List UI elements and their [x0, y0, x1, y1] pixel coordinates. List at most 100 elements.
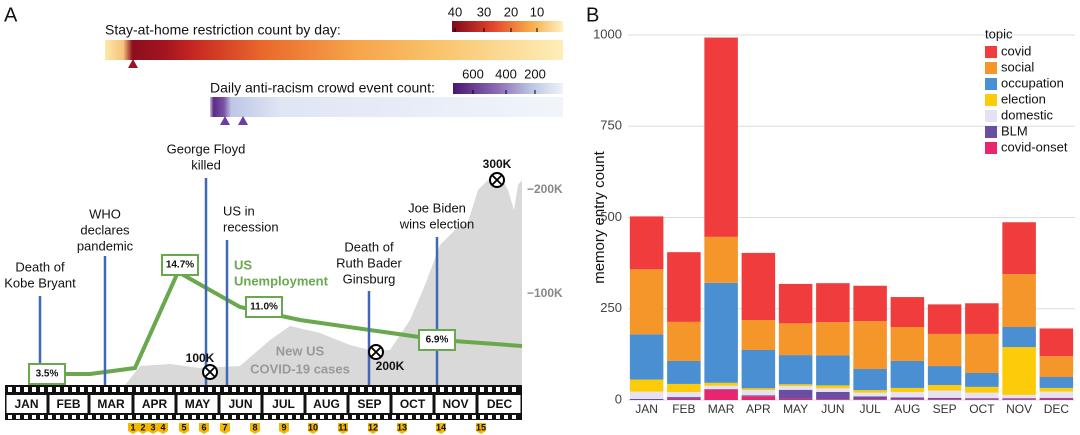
strip-hole	[104, 387, 108, 392]
legend-swatch	[985, 94, 997, 106]
bar-segment	[1002, 327, 1036, 348]
event-number: 2	[140, 422, 145, 432]
strip-hole	[280, 387, 284, 392]
event-badge	[250, 423, 260, 434]
y-tick-label: 250	[600, 300, 622, 315]
bar-segment	[853, 392, 887, 397]
unemployment-label: 11.0%	[250, 302, 278, 313]
strip-hole	[272, 387, 276, 392]
case-marker-x	[204, 366, 216, 378]
month-box	[90, 395, 132, 413]
bar-segment	[890, 360, 925, 388]
strip-hole	[88, 415, 92, 419]
strip-hole	[8, 415, 12, 419]
bar-segment	[927, 333, 962, 367]
bar-segment	[778, 384, 813, 387]
event-label: George Floyd	[167, 141, 246, 156]
strip-hole	[312, 415, 316, 419]
restriction-colorbar	[452, 21, 563, 32]
event-number: 10	[308, 422, 318, 432]
bar-segment	[741, 349, 776, 389]
month-box	[306, 395, 347, 413]
x-tick-label: OCT	[969, 402, 995, 416]
strip-hole	[376, 415, 380, 419]
case-marker-label: 200K	[376, 359, 405, 373]
bar-segment	[816, 322, 850, 356]
bar-segment	[741, 390, 776, 396]
event-label: killed	[191, 157, 221, 172]
unemployment-label: 6.9%	[426, 335, 449, 346]
month-label: JAN	[14, 397, 38, 411]
strip-hole	[328, 415, 332, 419]
month-label: MAY	[185, 397, 211, 411]
bar-segment	[629, 334, 664, 380]
bar-segment	[778, 355, 813, 385]
strip-hole	[216, 415, 220, 419]
legend-swatch	[985, 62, 997, 74]
bar-segment	[965, 303, 999, 334]
bar-segment	[778, 389, 813, 399]
bar-segment	[667, 383, 701, 392]
month-label: OCT	[400, 397, 426, 411]
bar-segment	[629, 379, 664, 392]
bar-segment	[1039, 377, 1074, 388]
strip-hole	[400, 415, 404, 419]
bar-segment	[1002, 394, 1036, 399]
strip-hole	[192, 387, 196, 392]
cases-axis-label: −200K	[527, 182, 563, 196]
x-tick-label: AUG	[894, 402, 920, 416]
unemployment-line	[35, 269, 523, 376]
colorbar-tick-label: 400	[495, 66, 517, 81]
month-label: AUG	[313, 397, 340, 411]
month-box	[177, 395, 218, 413]
legend-label: social	[1001, 59, 1034, 74]
event-label: Kobe Bryant	[4, 275, 76, 290]
x-tick-label: JAN	[635, 402, 658, 416]
event-badge	[199, 423, 209, 434]
bar-segment	[853, 285, 887, 322]
bar-segment	[1039, 387, 1074, 392]
x-tick-label: NOV	[1006, 402, 1032, 416]
strip-hole	[256, 415, 260, 419]
month-box	[263, 395, 304, 413]
x-tick-label: APR	[746, 402, 771, 416]
strip-hole	[480, 415, 484, 419]
strip-hole	[72, 415, 76, 419]
bar-segment	[965, 386, 999, 393]
event-number: 15	[476, 422, 486, 432]
strip-hole	[232, 387, 236, 392]
strip-hole	[312, 387, 316, 392]
bar-segment	[629, 398, 664, 400]
bar-segment	[853, 390, 887, 393]
bar-segment	[667, 252, 701, 322]
month-box	[6, 395, 47, 413]
strip-hole	[176, 415, 180, 419]
strip-hole	[392, 415, 396, 419]
strip-hole	[472, 387, 476, 392]
strip-hole	[128, 387, 132, 392]
legend-label: election	[1001, 91, 1046, 106]
event-badge	[148, 423, 158, 434]
legend-swatch	[985, 46, 997, 58]
restriction-strip	[105, 40, 563, 60]
strip-hole	[272, 415, 276, 419]
strip-hole	[104, 415, 108, 419]
bar-segment	[704, 385, 738, 390]
marker	[220, 116, 230, 125]
bar-segment	[816, 399, 850, 400]
bar-segment	[741, 320, 776, 350]
month-box	[49, 395, 88, 413]
strip-hole	[408, 387, 412, 392]
event-label: Joe Biden	[408, 200, 466, 215]
strip-hole	[336, 415, 340, 419]
strip-hole	[160, 387, 164, 392]
bar-segment	[965, 372, 999, 387]
strip-hole	[224, 387, 228, 392]
strip-hole	[448, 415, 452, 419]
bar-segment	[741, 396, 776, 400]
strip-hole	[504, 415, 508, 419]
strip-hole	[456, 387, 460, 392]
strip-hole	[288, 387, 292, 392]
event-badge	[138, 423, 148, 434]
event-number: 7	[222, 422, 227, 432]
